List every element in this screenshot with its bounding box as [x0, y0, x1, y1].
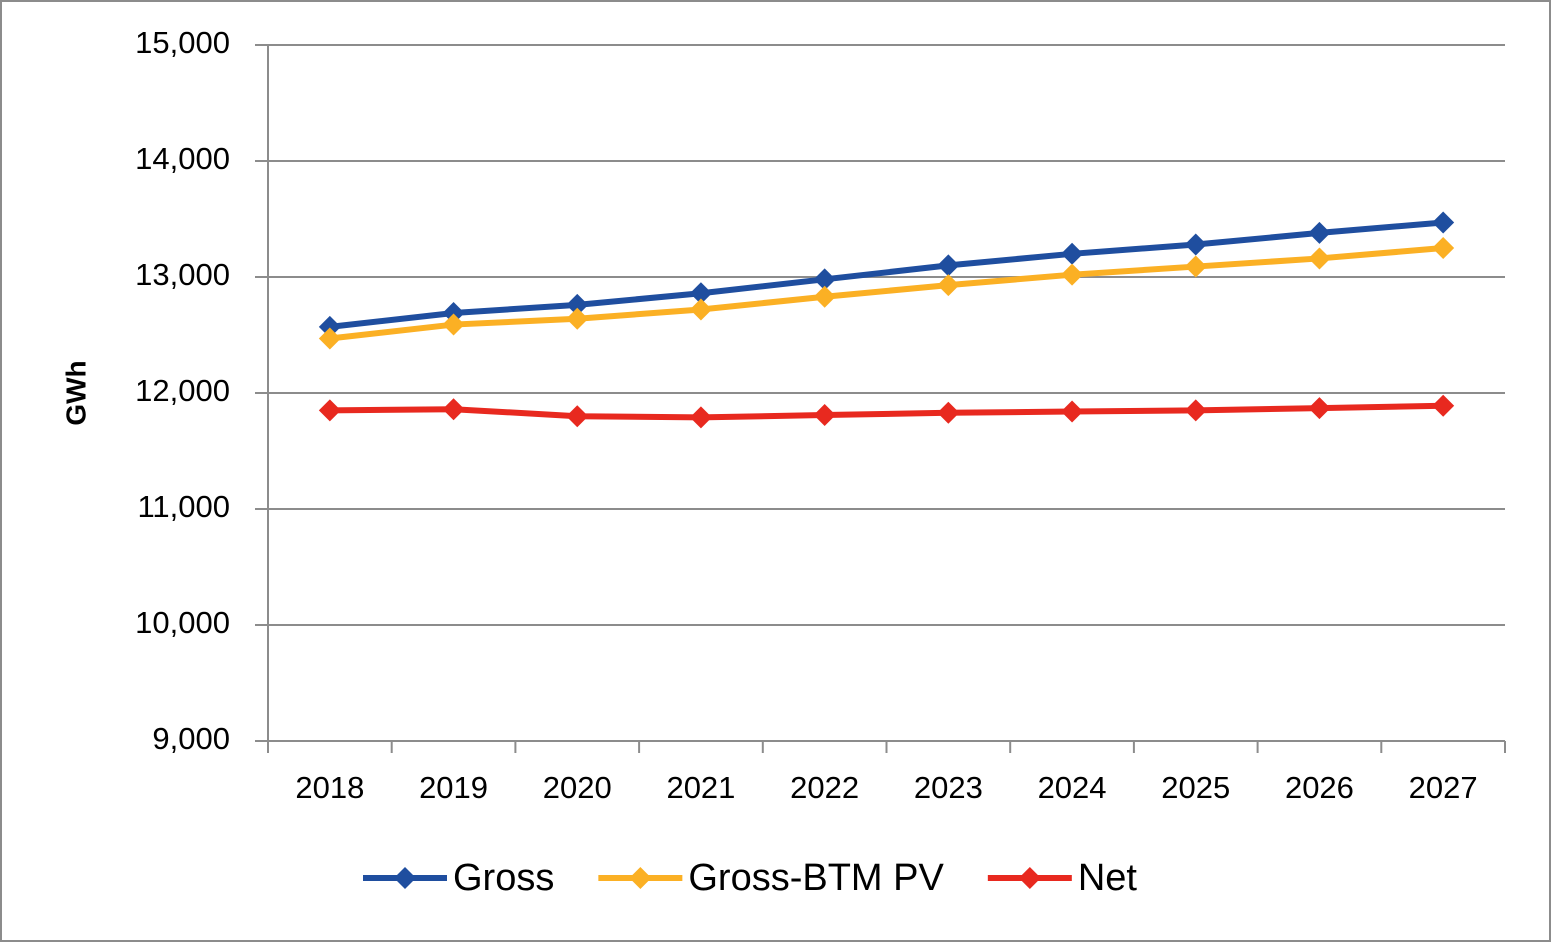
marker [1308, 247, 1331, 270]
marker [442, 301, 465, 324]
marker [442, 398, 465, 421]
series-line [329, 219, 1444, 330]
marker [442, 313, 465, 336]
marker [1061, 400, 1084, 423]
series-line [329, 402, 1444, 421]
marker [1184, 399, 1207, 422]
marker [1184, 233, 1207, 256]
x-tick-label: 2023 [914, 770, 983, 805]
y-tick-label: 12,000 [135, 373, 230, 408]
marker [813, 404, 836, 427]
x-tick-label: 2020 [543, 770, 612, 805]
legend-marker [629, 867, 652, 889]
x-tick-label: 2027 [1409, 770, 1478, 805]
marker [1432, 394, 1455, 417]
legend-marker [394, 867, 416, 889]
marker [689, 298, 712, 321]
legend-label: Gross-BTM PV [688, 857, 944, 899]
y-tick-label: 13,000 [135, 257, 230, 292]
marker [1184, 255, 1207, 278]
marker [566, 293, 589, 316]
marker [1061, 263, 1084, 286]
x-tick-label: 2021 [666, 770, 735, 805]
y-tick-label: 11,000 [137, 489, 230, 524]
y-tick-label: 9,000 [152, 721, 230, 756]
y-tick-label: 14,000 [135, 141, 230, 176]
x-tick-label: 2018 [295, 770, 364, 805]
marker [566, 307, 589, 330]
marker [1432, 211, 1455, 234]
legend-label: Net [1078, 857, 1138, 899]
marker [813, 268, 836, 291]
legend-marker [1018, 867, 1041, 889]
x-tick-label: 2024 [1038, 770, 1107, 805]
y-tick-label: 10,000 [135, 605, 230, 640]
marker [1308, 221, 1331, 244]
x-tick-label: 2019 [419, 770, 488, 805]
series-line [329, 245, 1444, 342]
marker [1061, 242, 1084, 265]
x-tick-label: 2026 [1285, 770, 1354, 805]
y-axis-label: GWh [60, 360, 91, 425]
marker [1308, 397, 1331, 420]
marker [318, 399, 341, 422]
marker [937, 274, 960, 297]
x-tick-label: 2022 [790, 770, 859, 805]
x-tick-label: 2025 [1161, 770, 1230, 805]
marker [318, 327, 341, 350]
marker [318, 315, 341, 338]
marker [937, 401, 960, 424]
marker [937, 254, 960, 277]
marker [566, 405, 589, 428]
marker [813, 285, 836, 308]
marker [689, 282, 712, 305]
marker [1432, 237, 1455, 259]
y-tick-label: 15,000 [135, 25, 230, 60]
legend-label: Gross [453, 857, 554, 899]
marker [689, 406, 712, 429]
